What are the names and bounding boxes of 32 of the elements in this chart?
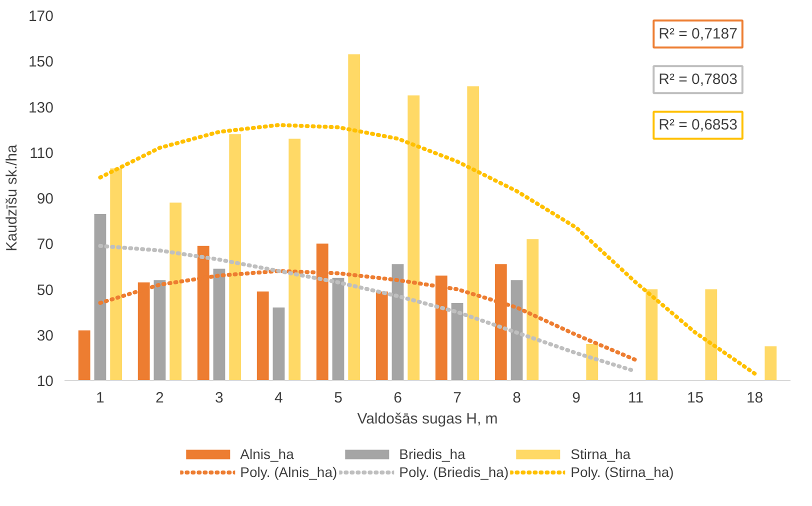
x-axis-title: Valdošās sugas H, m [357, 410, 498, 428]
x-tick-label: 7 [453, 390, 462, 406]
y-tick-label: 50 [36, 282, 54, 299]
x-tick-label: 15 [686, 390, 704, 406]
y-tick-label: 170 [28, 8, 54, 25]
x-tick-label: 9 [572, 390, 580, 406]
legend-label: Stirna_ha [570, 446, 631, 462]
x-tick-label: 6 [394, 390, 402, 406]
y-tick-label: 30 [36, 327, 54, 344]
y-tick-label: 130 [28, 99, 54, 116]
annotation: R² = 0,6853 [658, 116, 738, 134]
legend-label: Poly. (Stirna_ha) [570, 464, 674, 480]
legend-label: Briedis_ha [399, 446, 466, 462]
y-tick-label: 10 [36, 373, 54, 390]
legend-label: Poly. (Briedis_ha) [399, 464, 509, 480]
y-tick-label: 110 [30, 144, 54, 162]
annotation: R² = 0,7187 [658, 25, 738, 42]
x-tick-label: 18 [746, 390, 764, 406]
x-tick-label: 8 [512, 390, 521, 406]
x-tick-label: 1 [96, 390, 104, 406]
x-tick-label: 2 [156, 390, 164, 406]
y-axis-title: Kaudzīšu sk./ha [3, 144, 20, 252]
x-tick-label: 4 [274, 390, 283, 406]
legend-label: Alnis_ha [240, 446, 294, 462]
x-tick-label: 3 [215, 390, 224, 406]
annotation: R² = 0,7803 [658, 71, 738, 88]
y-tick-label: 70 [36, 236, 54, 254]
y-tick-label: 150 [28, 54, 54, 71]
y-tick-label: 90 [36, 190, 54, 208]
legend-label: Poly. (Alnis_ha) [240, 464, 338, 480]
x-tick-label: 11 [628, 390, 644, 406]
x-tick-label: 5 [334, 390, 342, 406]
